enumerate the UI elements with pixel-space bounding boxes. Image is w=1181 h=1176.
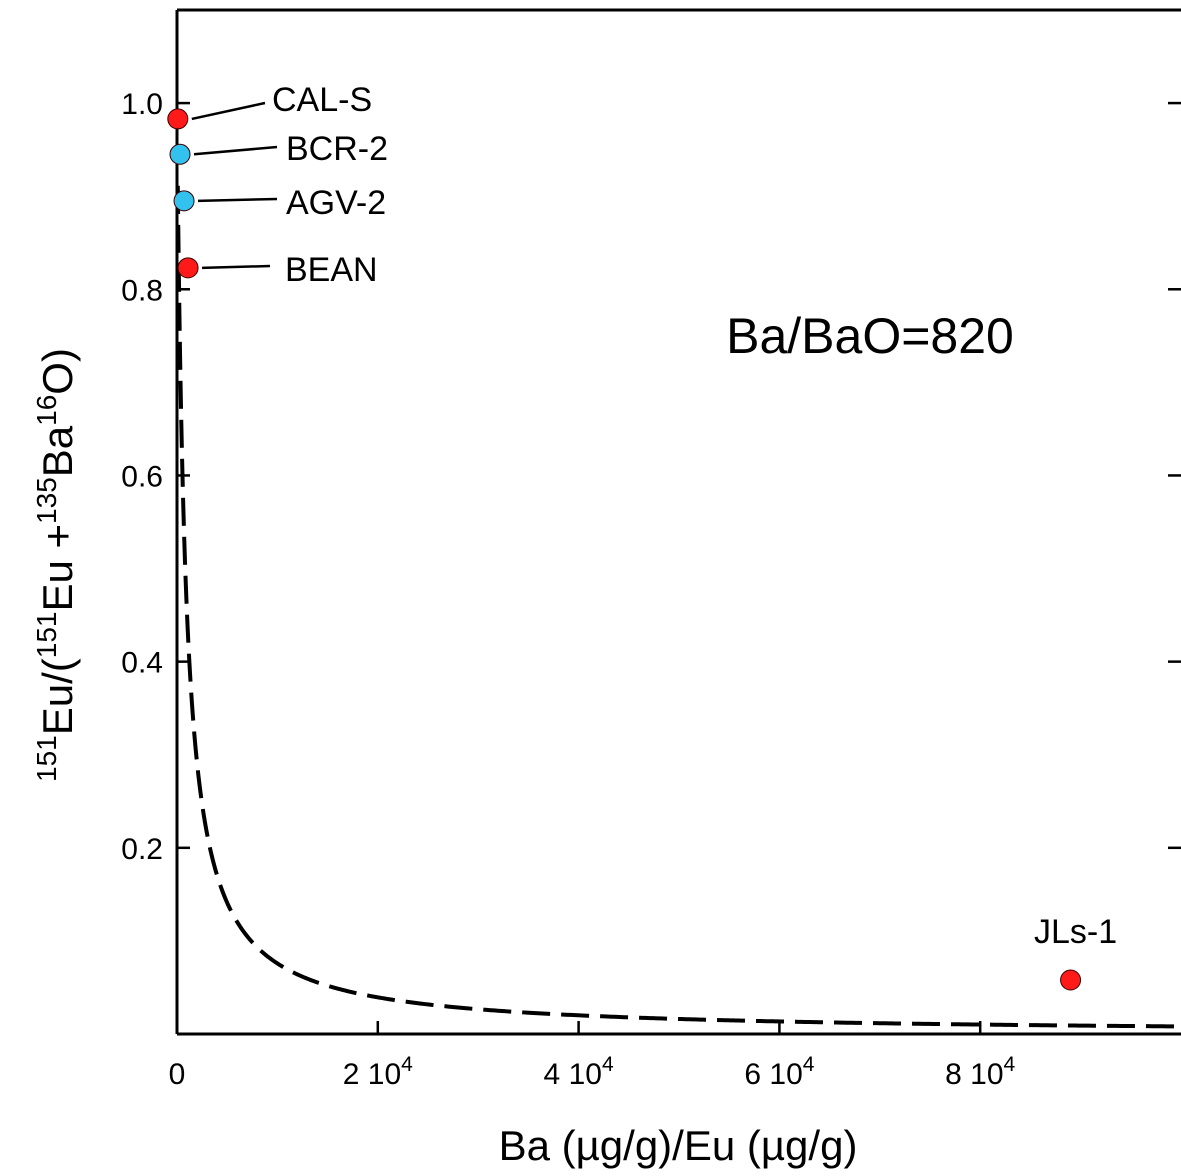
x-tick-label: 8 104	[945, 1053, 1015, 1091]
point-label: BCR-2	[286, 130, 388, 168]
y-tick-label: 0.8	[121, 274, 163, 307]
data-points	[168, 109, 1081, 990]
x-tick-label: 4 104	[544, 1053, 614, 1091]
dashed-curve	[178, 186, 1181, 1027]
data-point	[178, 258, 198, 278]
annotation-text: Ba/BaO=820	[726, 308, 1014, 364]
x-axis-title: Ba (µg/g)/Eu (µg/g)	[499, 1122, 858, 1169]
data-point	[1061, 970, 1081, 990]
data-point	[168, 109, 188, 129]
data-point	[174, 191, 194, 211]
fit-curve	[178, 186, 1181, 1027]
y-tick-label: 0.6	[121, 460, 163, 493]
y-tick-label: 1.0	[121, 88, 163, 121]
y-tick-label: 0.4	[121, 647, 163, 680]
leader-line	[198, 199, 277, 201]
y-axis-title: 151Eu/(151Eu +135Ba16O)	[31, 348, 81, 782]
leader-line	[194, 147, 277, 154]
leader-line	[192, 103, 265, 119]
leader-line	[202, 266, 270, 268]
point-label: JLs-1	[1034, 913, 1117, 951]
x-tick-label: 2 104	[343, 1053, 413, 1091]
ticks: 0.2 0.4 0.6 0.8 1.0 0 2 104 4 104 6 104 8 104	[121, 88, 1181, 1091]
x-tick-label: 6 104	[744, 1053, 814, 1091]
point-label: BEAN	[285, 251, 378, 289]
point-labels: CAL-S BCR-2 AGV-2 BEAN JLs-1	[192, 81, 1117, 951]
y-tick-label: 0.2	[121, 833, 163, 866]
data-point	[170, 144, 190, 164]
x-tick-label: 0	[169, 1058, 186, 1091]
point-label: AGV-2	[286, 184, 386, 222]
point-label: CAL-S	[272, 81, 372, 119]
